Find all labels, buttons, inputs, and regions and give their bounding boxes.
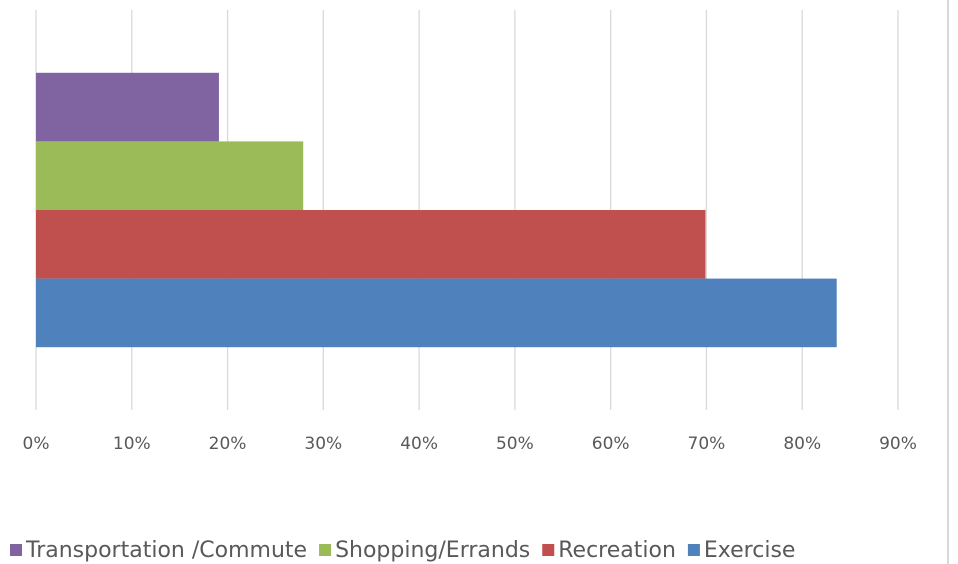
legend-swatch — [542, 544, 555, 556]
legend-swatch — [687, 544, 700, 556]
x-tick-label: 20% — [209, 434, 247, 454]
x-tick-label: 50% — [496, 434, 534, 454]
x-tick-label: 10% — [113, 434, 151, 454]
bar — [36, 278, 837, 348]
legend-swatch — [10, 544, 22, 556]
x-tick-label: 30% — [304, 434, 342, 454]
legend-label: Exercise — [704, 538, 796, 563]
legend-label: Transportation /Commute — [25, 538, 307, 563]
x-tick-label: 0% — [23, 434, 50, 454]
bar — [36, 141, 304, 210]
x-tick-label: 40% — [400, 434, 438, 454]
bar — [36, 72, 219, 142]
x-tick-label: 70% — [688, 434, 726, 454]
legend-label: Shopping/Errands — [335, 538, 530, 563]
bar — [36, 210, 706, 279]
x-tick-label: 90% — [879, 434, 917, 454]
legend-swatch — [319, 544, 332, 556]
x-tick-label: 60% — [592, 434, 630, 454]
x-tick-label: 80% — [783, 434, 821, 454]
legend-label: Recreation — [558, 538, 676, 563]
